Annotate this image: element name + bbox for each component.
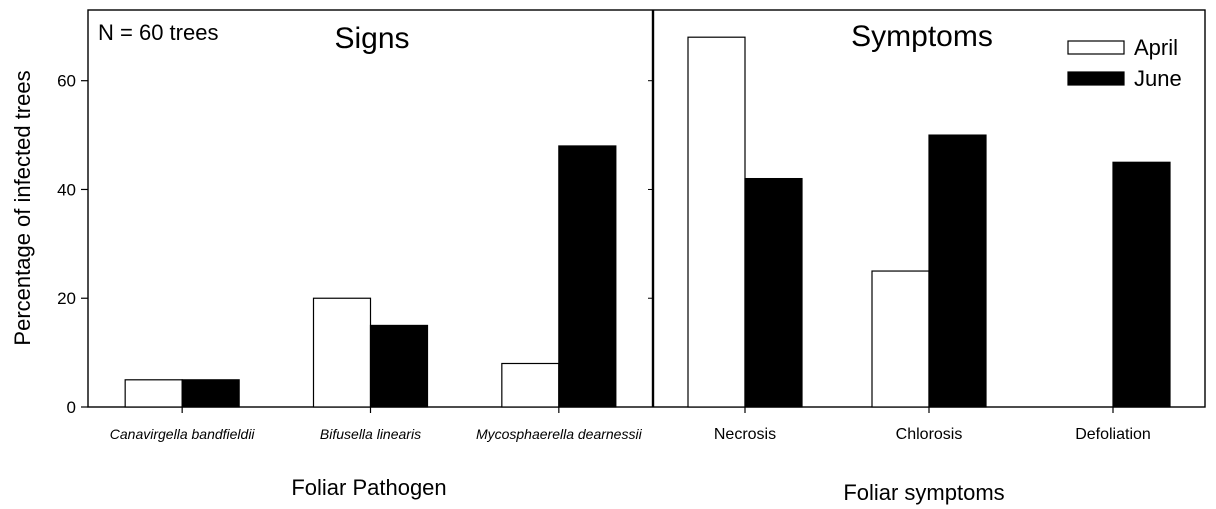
x-tick-label: Chlorosis bbox=[896, 426, 963, 443]
y-tick-label: 60 bbox=[57, 72, 76, 91]
x-axis-label-signs: Foliar Pathogen bbox=[291, 475, 446, 500]
bar-june-signs-1 bbox=[369, 324, 429, 408]
bar-april-signs-2 bbox=[501, 362, 560, 408]
legend-label-june: June bbox=[1134, 66, 1182, 91]
bars-layer bbox=[124, 36, 1171, 408]
x-tick-label: Bifusella linearis bbox=[320, 426, 421, 442]
x-tick-label: Necrosis bbox=[714, 426, 776, 443]
bar-april-symptoms-1 bbox=[871, 270, 930, 408]
bar-april-signs-1 bbox=[312, 297, 372, 408]
y-tick-label: 40 bbox=[57, 180, 76, 199]
bar-april-signs-0 bbox=[124, 379, 183, 408]
panel-title-signs: Signs bbox=[334, 22, 409, 55]
x-tick-label: Mycosphaerella dearnessii bbox=[476, 426, 643, 442]
bar-june-symptoms-2 bbox=[1112, 161, 1171, 408]
n-label: N = 60 trees bbox=[98, 20, 218, 45]
x-tick-label: Canavirgella bandfieldii bbox=[110, 426, 256, 442]
ticks-layer: 0 20 40 60 Canavirgella bandfieldii Bifusella… bbox=[57, 72, 1151, 443]
x-axis-label-symptoms: Foliar symptoms bbox=[843, 480, 1004, 505]
y-tick-label: 0 bbox=[67, 398, 76, 417]
bar-june-symptoms-1 bbox=[928, 134, 987, 408]
bar-june-symptoms-0 bbox=[744, 177, 803, 408]
plot-frame bbox=[87, 9, 1206, 408]
legend-swatch-june bbox=[1067, 71, 1125, 86]
plot-border bbox=[87, 9, 1206, 408]
panel-title-symptoms: Symptoms bbox=[851, 20, 993, 53]
bar-april-symptoms-0 bbox=[687, 36, 746, 408]
bar-june-signs-2 bbox=[558, 145, 617, 408]
legend-swatch-april bbox=[1067, 40, 1125, 55]
y-tick-label: 20 bbox=[57, 289, 76, 308]
legend: April June bbox=[1067, 35, 1182, 91]
x-tick-label: Defoliation bbox=[1075, 426, 1151, 443]
bar-june-signs-0 bbox=[181, 379, 240, 408]
legend-label-april: April bbox=[1134, 35, 1178, 60]
y-axis-label: Percentage of infected trees bbox=[10, 70, 35, 345]
